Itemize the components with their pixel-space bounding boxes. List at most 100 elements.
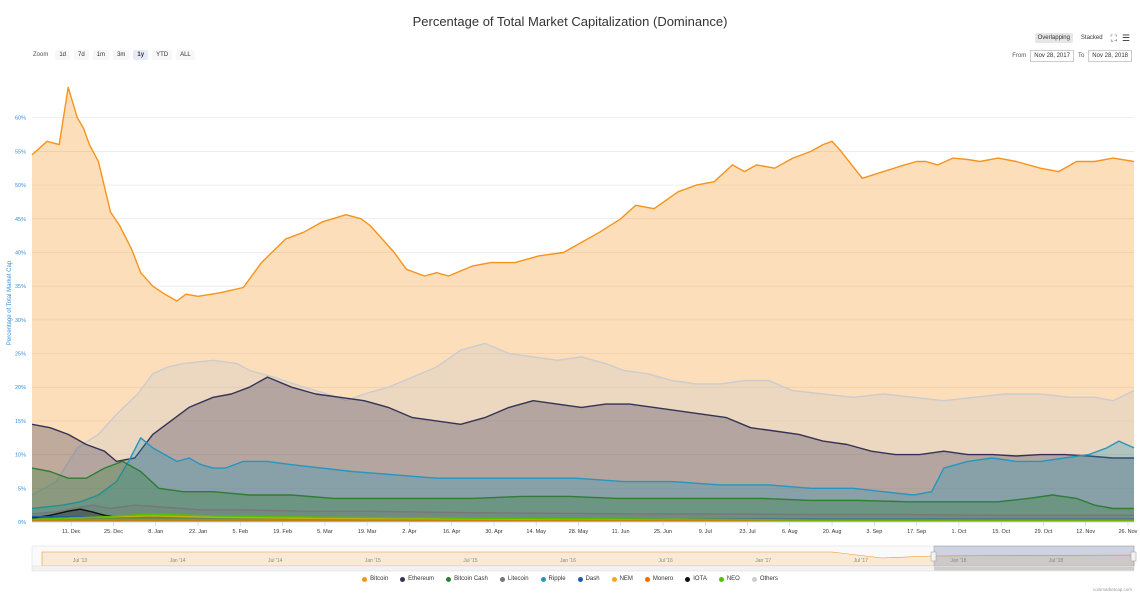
x-tick-label: 11. Dec <box>62 529 81 535</box>
x-tick-label: 5. Mar <box>317 529 333 535</box>
legend-item-neo[interactable]: NEO <box>718 576 740 582</box>
area-bitcoin[interactable] <box>32 87 1134 523</box>
line-others[interactable] <box>31 342 1135 496</box>
navigator-label: Jul '16 <box>658 558 673 564</box>
x-tick-label: 23. Jul <box>739 529 755 535</box>
line-litecoin[interactable] <box>31 504 1134 516</box>
zoom-all-button[interactable]: ALL <box>176 50 195 60</box>
to-date-input[interactable]: Nov 28, 2018 <box>1088 50 1132 62</box>
stacked-button[interactable]: Stacked <box>1080 35 1103 41</box>
zoom-controls: Zoom 1d 7d 1m 3m 1y YTD ALL <box>33 50 195 60</box>
navigator-label: Jan '17 <box>755 558 771 564</box>
legend-item-bitcoin-cash[interactable]: Bitcoin Cash <box>446 576 488 582</box>
x-tick-label: 2. Apr <box>402 529 417 535</box>
navigator-label: Jan '15 <box>365 558 381 564</box>
legend-label: Bitcoin <box>370 576 389 582</box>
x-tick-label: 16. Apr <box>443 529 461 535</box>
line-ethereum[interactable] <box>31 376 1134 463</box>
area-neo[interactable] <box>32 513 1134 522</box>
y-tick-label: 40% <box>15 250 26 256</box>
zoom-1m-button[interactable]: 1m <box>92 50 110 60</box>
navigator-left-handle[interactable] <box>930 551 937 562</box>
legend-item-others[interactable]: Others <box>751 576 778 582</box>
x-tick-label: 8. Jan <box>148 529 163 535</box>
zoom-ytd-button[interactable]: YTD <box>152 50 173 60</box>
legend-marker <box>446 576 452 582</box>
x-tick-label: 22. Jan <box>189 529 207 535</box>
navigator-label: Jan '14 <box>170 558 186 564</box>
x-tick-label: 3. Sep <box>866 529 882 535</box>
menu-icon[interactable]: ☰ <box>1121 33 1130 43</box>
area-bitcoin-cash[interactable] <box>32 461 1134 522</box>
legend-item-nem[interactable]: NEM <box>611 576 633 582</box>
fullscreen-icon[interactable]: ⛶ <box>1110 33 1117 43</box>
x-tick-label: 19. Feb <box>273 529 292 535</box>
legend-marker <box>685 576 691 582</box>
legend-item-dash[interactable]: Dash <box>577 576 600 582</box>
legend-label: NEO <box>726 576 740 582</box>
area-others[interactable] <box>32 343 1134 522</box>
x-tick-label: 29. Oct <box>1035 529 1053 535</box>
legend-item-monero[interactable]: Monero <box>644 576 674 582</box>
navigator-right-handle[interactable] <box>1130 551 1137 562</box>
y-tick-label: 25% <box>15 352 26 358</box>
view-mode-controls: Overlapping Stacked ⛶ ☰ <box>1034 33 1130 43</box>
overlapping-button[interactable]: Overlapping <box>1034 33 1073 43</box>
legend-marker <box>644 576 650 582</box>
line-ripple[interactable] <box>31 437 1135 510</box>
legend-label: Bitcoin Cash <box>454 576 488 582</box>
from-date-input[interactable]: Nov 28, 2017 <box>1030 50 1074 62</box>
navigator-label: Jul '17 <box>854 558 869 564</box>
legend-item-litecoin[interactable]: Litecoin <box>499 576 529 582</box>
legend-item-ethereum[interactable]: Ethereum <box>400 576 434 582</box>
line-bitcoin[interactable] <box>31 86 1135 302</box>
legend-label: Ripple <box>548 576 566 582</box>
area-ethereum[interactable] <box>32 377 1134 522</box>
line-bitcoin-cash[interactable] <box>31 460 1134 510</box>
zoom-7d-button[interactable]: 7d <box>74 50 89 60</box>
chart-legend: Bitcoin Ethereum Bitcoin Cash Litecoin Rippl… <box>0 576 1140 582</box>
legend-marker <box>400 576 406 582</box>
y-tick-label: 50% <box>15 183 26 189</box>
x-tick-label: 26. Nov <box>1118 529 1137 535</box>
legend-item-iota[interactable]: IOTA <box>685 576 707 582</box>
legend-marker <box>540 576 546 582</box>
legend-label: Litecoin <box>507 576 529 582</box>
x-tick-label: 20. Aug <box>823 529 842 535</box>
zoom-label: Zoom <box>33 52 49 58</box>
line-neo[interactable] <box>31 513 1134 521</box>
x-tick-label: 9. Jul <box>699 529 712 535</box>
legend-label: Monero <box>652 576 674 582</box>
legend-item-ripple[interactable]: Ripple <box>540 576 566 582</box>
x-tick-label: 17. Sep <box>907 529 926 535</box>
x-tick-label: 19. Mar <box>358 529 377 535</box>
navigator-label: Jan '18 <box>950 558 966 564</box>
x-tick-label: 1. Oct <box>952 529 967 535</box>
legend-item-bitcoin[interactable]: Bitcoin <box>362 576 388 582</box>
y-tick-label: 0% <box>18 520 26 526</box>
zoom-1d-button[interactable]: 1d <box>55 50 71 60</box>
x-tick-label: 12. Nov <box>1076 529 1095 535</box>
legend-marker <box>499 576 505 582</box>
legend-label: Others <box>759 576 778 582</box>
y-tick-label: 60% <box>15 116 26 122</box>
legend-marker <box>718 576 724 582</box>
zoom-3m-button[interactable]: 3m <box>113 50 130 60</box>
navigator-scrollbar-thumb[interactable] <box>934 566 1134 571</box>
date-range: From Nov 28, 2017 To Nov 28, 2018 <box>1012 50 1132 62</box>
y-tick-label: 55% <box>15 149 26 155</box>
legend-label: IOTA <box>693 576 707 582</box>
x-tick-label: 11. Jun <box>612 529 630 535</box>
credit-text: coinmarketcap.com <box>1092 587 1132 592</box>
from-label: From <box>1012 53 1027 59</box>
legend-marker <box>611 576 617 582</box>
zoom-1y-button[interactable]: 1y <box>133 50 149 60</box>
legend-label: Dash <box>585 576 600 582</box>
y-tick-label: 10% <box>15 453 26 459</box>
x-tick-label: 30. Apr <box>485 529 503 535</box>
to-label: To <box>1077 53 1085 59</box>
navigator-label: Jul '13 <box>73 558 88 564</box>
legend-label: NEM <box>619 576 633 582</box>
legend-marker <box>751 576 757 582</box>
